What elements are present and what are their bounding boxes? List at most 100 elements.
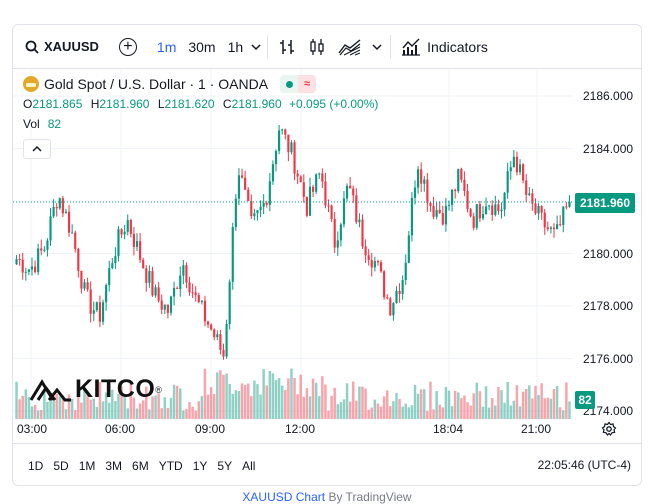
- candle-body: [101, 302, 105, 322]
- candle-body: [281, 129, 284, 131]
- interval-30m[interactable]: 30m: [182, 25, 221, 68]
- volume-bar: [423, 389, 426, 419]
- volume-bar: [438, 404, 441, 419]
- candle-body: [383, 271, 386, 298]
- candle-body: [342, 198, 346, 225]
- candle-body: [15, 258, 18, 265]
- volume-bar: [182, 410, 185, 419]
- range-5d[interactable]: 5D: [53, 458, 69, 473]
- volume-bar: [299, 374, 302, 419]
- candle-body: [311, 186, 315, 192]
- volume-bar: [472, 393, 475, 419]
- range-5y[interactable]: 5Y: [217, 458, 233, 473]
- volume-bar: [509, 405, 513, 419]
- candle-style-button[interactable]: [302, 25, 332, 68]
- volume-bar: [271, 373, 275, 419]
- range-1m[interactable]: 1M: [78, 458, 96, 473]
- range-bar: 1D 5D 1M 3M 6M YTD 1Y 5Y All 22:05:46 (U…: [13, 443, 641, 485]
- market-status-badge[interactable]: ≈: [280, 75, 317, 93]
- volume-bar: [185, 409, 188, 419]
- candle-body: [330, 205, 333, 219]
- volume-bar: [18, 399, 21, 419]
- candle-body: [49, 216, 52, 241]
- price-tick: 2184.000: [583, 142, 634, 156]
- candle-body: [546, 227, 549, 229]
- tradingview-credit[interactable]: By TradingView: [328, 490, 412, 504]
- volume-bar: [43, 391, 46, 419]
- candle-body: [484, 206, 488, 214]
- candle-body: [549, 227, 553, 229]
- candle-body: [274, 151, 278, 165]
- range-3m[interactable]: 3M: [105, 458, 123, 473]
- interval-1m[interactable]: 1m: [143, 25, 182, 68]
- volume-bar: [330, 395, 333, 419]
- candlestick-plot[interactable]: [13, 69, 573, 419]
- volume-bar: [336, 404, 340, 419]
- area-style-button[interactable]: [332, 25, 368, 68]
- candle-body: [210, 324, 213, 330]
- candle-body: [95, 302, 98, 311]
- indicators-button[interactable]: Indicators: [395, 25, 494, 68]
- candle-body: [234, 198, 237, 228]
- candle-body: [364, 246, 367, 256]
- volume-bar: [46, 401, 49, 419]
- timezone-clock[interactable]: 22:05:46 (UTC-4): [537, 458, 631, 472]
- candle-body: [179, 275, 182, 289]
- interval-1h-label: 1h: [227, 38, 244, 55]
- range-all[interactable]: All: [242, 458, 256, 473]
- candle-body: [454, 189, 457, 192]
- chart-link[interactable]: XAUUSD Chart: [242, 490, 326, 504]
- chevron-up-icon: [32, 145, 42, 152]
- range-1y[interactable]: 1Y: [192, 458, 208, 473]
- candle-body: [33, 266, 37, 273]
- candle-body: [203, 300, 207, 322]
- price-axis[interactable]: 2186.000 2184.000 2180.000 2178.000 2176…: [573, 69, 641, 439]
- low-label: L: [157, 97, 165, 111]
- candle-body: [222, 349, 225, 357]
- volume-bar: [73, 410, 77, 419]
- volume-bar: [318, 396, 321, 419]
- symbol-search[interactable]: XAUUSD: [13, 25, 105, 68]
- volume-bar: [426, 410, 429, 419]
- interval-dropdown[interactable]: [249, 25, 263, 68]
- candle-body: [225, 323, 228, 357]
- compare-button[interactable]: +: [105, 25, 143, 68]
- price-chart[interactable]: Gold Spot / U.S. Dollar · 1 · OANDA ≈ O2…: [13, 69, 641, 439]
- interval-1h[interactable]: 1h: [222, 25, 250, 68]
- series-title: Gold Spot / U.S. Dollar · 1 · OANDA: [44, 76, 269, 92]
- volume-bar: [324, 384, 327, 419]
- bar-style-button[interactable]: [272, 25, 302, 68]
- volume-bar: [345, 383, 349, 419]
- volume-bar: [135, 408, 139, 419]
- candle-body: [46, 240, 49, 250]
- candle-body: [163, 304, 166, 310]
- candle-body: [528, 193, 531, 195]
- volume-bar: [562, 410, 565, 419]
- time-axis[interactable]: 03:00 06:00 09:00 12:00 18:04 21:00: [13, 417, 641, 443]
- volume-bar: [157, 393, 160, 419]
- volume-bar: [370, 407, 374, 419]
- candle-body: [169, 296, 173, 313]
- volume-bar: [398, 398, 401, 419]
- candle-body: [392, 302, 395, 316]
- range-1d[interactable]: 1D: [28, 458, 44, 473]
- candle-body: [216, 334, 219, 338]
- volume-bar: [537, 394, 540, 419]
- collapse-legend-button[interactable]: [23, 139, 51, 159]
- volume-bar: [274, 379, 278, 419]
- kitco-logo: KITCO ®: [29, 375, 162, 404]
- chart-settings-button[interactable]: [601, 421, 617, 442]
- volume-bar: [237, 390, 241, 419]
- range-6m[interactable]: 6M: [132, 458, 149, 473]
- volume-bar: [243, 385, 247, 419]
- volume-bar: [518, 406, 522, 419]
- volume-bar: [355, 400, 358, 419]
- volume-bar: [123, 395, 126, 419]
- candle-body: [64, 211, 68, 214]
- range-ytd[interactable]: YTD: [158, 458, 183, 473]
- volume-bar: [314, 382, 318, 419]
- chart-type-dropdown[interactable]: [368, 25, 386, 68]
- volume-bar: [469, 405, 472, 419]
- volume-bar: [429, 381, 432, 419]
- volume-bar: [104, 392, 108, 419]
